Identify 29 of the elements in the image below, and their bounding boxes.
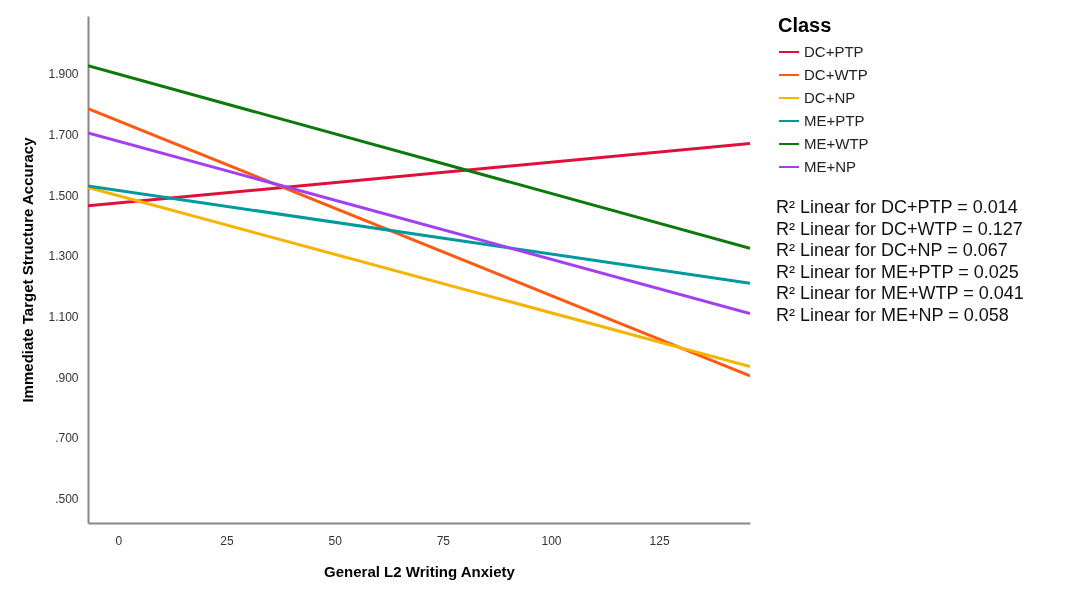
x-axis-title: General L2 Writing Anxiety [324, 562, 516, 580]
x-tick-label: 25 [220, 533, 234, 548]
y-axis-title: Immediate Target Structure Accuracy [19, 136, 37, 403]
text: R² Linear for ME+NP = 0.058 [776, 304, 1009, 325]
x-tick-label: 0 [115, 533, 123, 548]
y-tick-label: 1.300 [48, 249, 79, 264]
legend-label: ME+WTP [804, 135, 869, 152]
x-tick-label: 100 [541, 533, 562, 548]
y-tick-label: 1.900 [48, 67, 79, 82]
y-tick-label: 1.700 [48, 127, 79, 142]
y-tick-label: .500 [55, 492, 79, 507]
x-tick-label: 125 [649, 533, 670, 548]
y-tick-label: 1.500 [48, 188, 79, 203]
legend-label: DC+NP [804, 89, 856, 106]
y-tick-label: .900 [55, 370, 79, 385]
text: R² Linear for ME+PTP = 0.025 [776, 261, 1019, 282]
legend-title: Class [778, 14, 832, 36]
text: R² Linear for DC+PTP = 0.014 [776, 197, 1018, 217]
text: R² Linear for ME+WTP = 0.041 [776, 283, 1024, 303]
y-tick-label: .700 [55, 431, 79, 446]
x-tick-label: 75 [436, 533, 451, 548]
legend-label: ME+NP [804, 158, 857, 175]
y-tick-label: 1.100 [48, 310, 79, 325]
legend-label: DC+WTP [804, 66, 868, 83]
text: R² Linear for DC+WTP = 0.127 [776, 218, 1023, 239]
text: R² Linear for DC+NP = 0.067 [776, 240, 1008, 260]
legend-label: DC+PTP [804, 43, 864, 60]
legend-label: ME+PTP [804, 112, 865, 129]
x-tick-label: 50 [328, 533, 343, 548]
